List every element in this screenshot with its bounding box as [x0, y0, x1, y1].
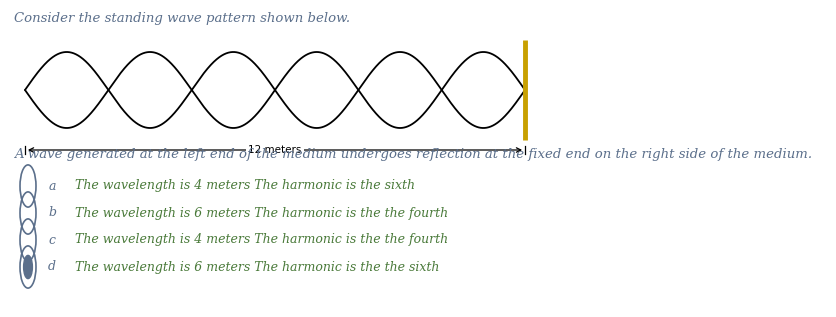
Text: c: c — [48, 234, 55, 247]
Text: Consider the standing wave pattern shown below.: Consider the standing wave pattern shown… — [14, 12, 350, 25]
Text: d: d — [48, 261, 56, 274]
Text: b: b — [48, 206, 56, 219]
Text: The wavelength is 4 meters The harmonic is the the fourth: The wavelength is 4 meters The harmonic … — [75, 234, 448, 247]
Text: a: a — [48, 179, 56, 192]
Text: The wavelength is 6 meters The harmonic is the the fourth: The wavelength is 6 meters The harmonic … — [75, 206, 448, 219]
Text: The wavelength is 4 meters The harmonic is the sixth: The wavelength is 4 meters The harmonic … — [75, 179, 415, 192]
Text: 12 meters: 12 meters — [248, 145, 302, 155]
Text: A wave generated at the left end of the medium undergoes reflection at the fixed: A wave generated at the left end of the … — [14, 148, 812, 161]
Ellipse shape — [23, 256, 33, 279]
Text: The wavelength is 6 meters The harmonic is the the sixth: The wavelength is 6 meters The harmonic … — [75, 261, 440, 274]
